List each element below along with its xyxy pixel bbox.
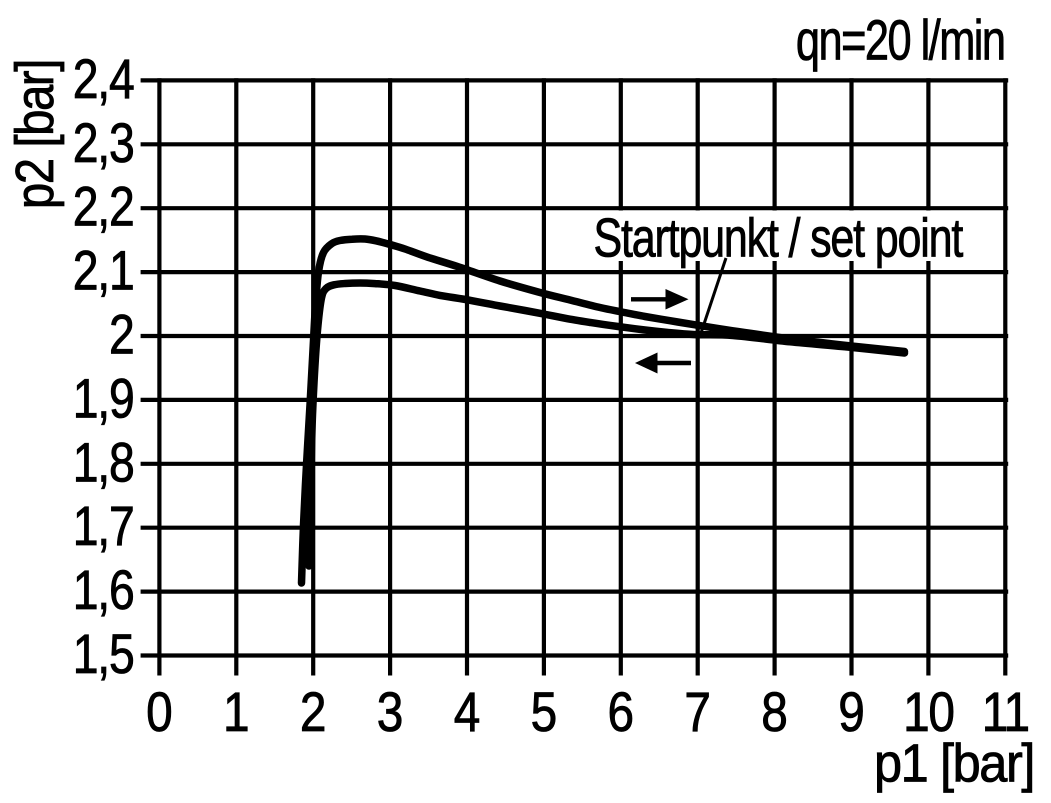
svg-text:3: 3 (377, 681, 404, 743)
svg-text:2,3: 2,3 (73, 111, 134, 174)
svg-text:1,7: 1,7 (73, 494, 134, 557)
svg-text:p2 [bar]: p2 [bar] (4, 60, 65, 209)
svg-text:qn=20 l/min: qn=20 l/min (796, 8, 1005, 72)
svg-text:5: 5 (531, 681, 558, 743)
svg-text:11: 11 (982, 681, 1029, 743)
svg-text:Startpunkt / set point: Startpunkt / set point (594, 207, 964, 268)
svg-text:1,6: 1,6 (73, 558, 134, 621)
svg-text:4: 4 (454, 681, 481, 743)
svg-text:1,9: 1,9 (73, 366, 134, 429)
svg-text:0: 0 (146, 681, 173, 743)
svg-text:1: 1 (223, 681, 250, 743)
svg-text:1,8: 1,8 (73, 430, 134, 493)
svg-text:7: 7 (684, 681, 711, 743)
svg-text:2,4: 2,4 (73, 47, 134, 110)
svg-text:6: 6 (607, 681, 634, 743)
svg-text:2: 2 (109, 302, 134, 365)
svg-text:9: 9 (838, 681, 865, 743)
svg-text:2,1: 2,1 (73, 238, 134, 301)
svg-text:p1 [bar]: p1 [bar] (874, 734, 1034, 794)
svg-text:10: 10 (903, 681, 954, 743)
svg-text:2,2: 2,2 (73, 175, 134, 238)
svg-text:1,5: 1,5 (73, 622, 134, 685)
svg-text:2: 2 (300, 681, 327, 743)
svg-text:8: 8 (761, 681, 788, 743)
